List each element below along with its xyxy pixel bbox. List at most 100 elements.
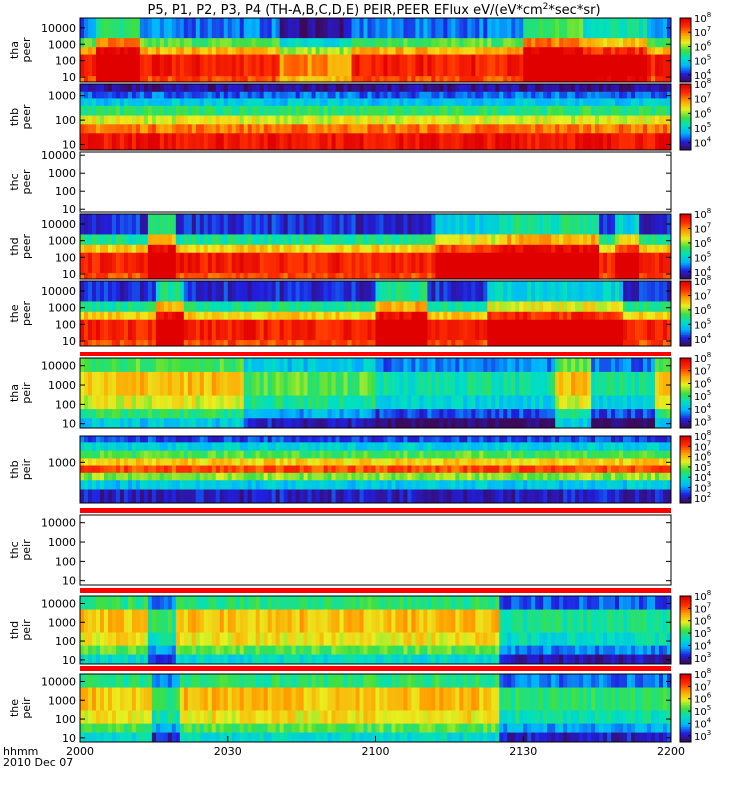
heatmap-cell: [271, 417, 277, 429]
heatmap-cell: [567, 98, 572, 106]
heatmap-cell: [219, 98, 225, 106]
heatmap-cell: [383, 371, 388, 396]
heatmap-cell: [423, 98, 428, 106]
heatmap-cell: [359, 98, 364, 106]
heatmap-cell: [423, 281, 428, 302]
heatmap-cell: [415, 18, 420, 39]
heatmap-cell: [259, 214, 265, 235]
heatmap-cell: [563, 472, 568, 481]
heatmap-cell: [219, 18, 225, 39]
heatmap-cell: [599, 472, 604, 481]
heatmap-cell: [443, 272, 448, 280]
heatmap-cell: [227, 358, 233, 372]
heatmap-cell: [415, 395, 420, 410]
heatmap-cell: [291, 395, 297, 410]
colorbar-swatch: [680, 88, 691, 91]
heatmap-cell: [503, 214, 508, 235]
heatmap-cell: [491, 132, 496, 151]
heatmap-cell: [419, 18, 424, 39]
heatmap-cell: [219, 105, 225, 116]
heatmap-cell: [343, 123, 348, 134]
heatmap-cell: [143, 408, 149, 419]
heatmap-cell: [587, 417, 592, 429]
heatmap-cell: [303, 91, 309, 99]
heatmap-cell: [223, 479, 229, 490]
heatmap-cell: [211, 84, 217, 92]
heatmap-cell: [239, 54, 245, 77]
heatmap-cell: [127, 395, 133, 410]
heatmap-cell: [503, 319, 508, 341]
heatmap-cell: [499, 408, 504, 419]
heatmap-cell: [347, 75, 352, 83]
heatmap-cell: [191, 458, 197, 466]
heatmap-cell: [443, 252, 448, 274]
heatmap-cell: [635, 301, 640, 312]
heatmap-cell: [107, 301, 113, 312]
heatmap-cell: [407, 54, 412, 77]
heatmap-cell: [351, 91, 356, 99]
heatmap-cell: [331, 339, 336, 347]
heatmap-cell: [551, 311, 556, 320]
heatmap-cell: [219, 408, 225, 419]
heatmap-cell: [431, 105, 436, 116]
heatmap-cell: [115, 479, 121, 490]
heatmap-cell: [407, 319, 412, 341]
heatmap-cell: [247, 358, 253, 372]
heatmap-cell: [111, 272, 117, 280]
heatmap-cell: [583, 37, 588, 48]
heatmap-cell: [179, 84, 185, 92]
heatmap-cell: [247, 244, 253, 253]
heatmap-cell: [655, 37, 660, 48]
heatmap-cell: [107, 214, 113, 235]
heatmap-cell: [507, 395, 512, 410]
heatmap-cell: [359, 472, 364, 481]
heatmap-cell: [587, 91, 592, 99]
heatmap-cell: [107, 408, 113, 419]
heatmap-cell: [455, 281, 460, 302]
y-tick-label: 1000: [48, 379, 76, 392]
heatmap-cell: [295, 395, 301, 410]
heatmap-cell: [411, 115, 416, 125]
heatmap-cell: [527, 252, 532, 274]
heatmap-cell: [195, 234, 201, 245]
heatmap-cell: [659, 54, 664, 77]
heatmap-cell: [535, 408, 540, 419]
heatmap-cell: [127, 472, 133, 481]
heatmap-cell: [219, 132, 225, 151]
heatmap-cell: [143, 75, 149, 83]
heatmap-cell: [519, 479, 524, 490]
heatmap-cell: [215, 214, 221, 235]
heatmap-cell: [479, 91, 484, 99]
heatmap-cell: [271, 37, 277, 48]
heatmap-cell: [347, 472, 352, 481]
heatmap-cell: [619, 105, 624, 116]
panel-probe-label: tha: [8, 384, 21, 402]
heatmap-cell: [207, 458, 213, 466]
heatmap-cell: [391, 37, 396, 48]
heatmap-cell: [651, 465, 656, 473]
heatmap-cell: [483, 234, 488, 245]
heatmap-cell: [615, 75, 620, 83]
heatmap-cell: [487, 395, 492, 410]
heatmap-cell: [231, 234, 237, 245]
heatmap-cell: [483, 339, 488, 347]
heatmap-cell: [535, 319, 540, 341]
heatmap-cell: [263, 214, 269, 235]
heatmap-cell: [391, 98, 396, 106]
heatmap-cell: [80, 301, 85, 312]
heatmap-cell: [295, 339, 301, 347]
heatmap-cell: [123, 115, 129, 125]
heatmap-cell: [239, 358, 245, 372]
heatmap-cell: [391, 46, 396, 55]
heatmap-cell: [543, 105, 548, 116]
heatmap-cell: [639, 18, 644, 39]
heatmap-cell: [519, 281, 524, 302]
heatmap-cell: [183, 395, 189, 410]
heatmap-cell: [623, 91, 628, 99]
heatmap-cell: [183, 408, 189, 419]
heatmap-cell: [291, 75, 297, 83]
heatmap-cell: [223, 234, 229, 245]
colorbar-swatch: [680, 227, 691, 230]
heatmap-cell: [331, 98, 336, 106]
heatmap-cell: [263, 115, 269, 125]
